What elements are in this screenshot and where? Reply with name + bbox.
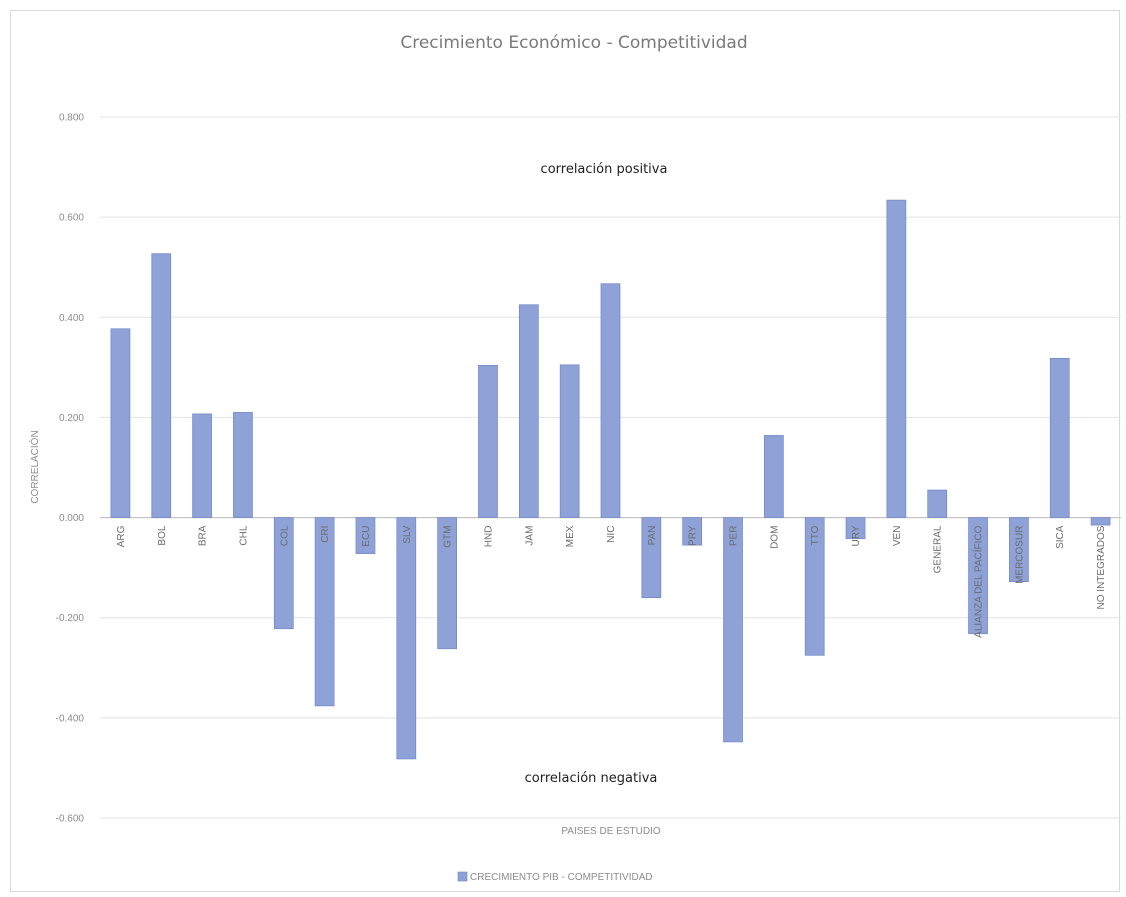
bar-sica — [1049, 357, 1070, 518]
legend-label: CRECIMIENTO PIB - COMPETITIVIDAD — [470, 872, 653, 883]
category-label: ALIANZA DEL PACÍFICO — [972, 525, 985, 637]
bar-ven — [886, 199, 907, 518]
y-tick-labels: 0.800 0.600 0.400 0.200 0.000 -0.200 -0.400 -0.… — [56, 113, 85, 825]
category-label: MEX — [565, 525, 576, 547]
category-label: GTM — [443, 526, 454, 548]
annotation-positive: correlación positiva — [541, 162, 668, 177]
category-label: COL — [279, 525, 290, 546]
category-label: PRY — [688, 525, 699, 546]
bars — [110, 199, 1111, 760]
bar-mex — [559, 364, 580, 518]
category-label: PER — [729, 526, 740, 547]
bar-pan — [641, 517, 662, 599]
category-label: SLV — [402, 525, 413, 543]
y-tick-label: 0.800 — [59, 113, 84, 124]
chart-title: Crecimiento Económico - Competitividad — [400, 33, 747, 53]
bar-jam — [518, 304, 539, 518]
bar-slv — [396, 517, 417, 760]
category-label: ECU — [361, 526, 372, 547]
y-tick-label: -0.200 — [56, 613, 85, 624]
bar-ecu — [355, 517, 376, 554]
bar-cri — [314, 517, 335, 707]
category-label: TTO — [810, 525, 821, 545]
y-tick-label: -0.600 — [56, 814, 85, 825]
bar-ury — [845, 517, 866, 539]
bar-arg — [110, 328, 131, 518]
category-label: SICA — [1055, 525, 1066, 549]
category-labels: ARG BOL BRA CHL COL CRI ECU SLV GTM HND JAM MEX NIC P… — [116, 525, 1107, 638]
category-label: VEN — [892, 526, 903, 547]
category-label: MERCOSUR — [1014, 526, 1025, 584]
category-label: BRA — [198, 525, 209, 546]
category-label: CHL — [238, 525, 249, 545]
category-label: ARG — [116, 525, 127, 547]
bar-col — [273, 517, 294, 630]
y-tick-label: 0.600 — [59, 213, 84, 224]
bar-per — [723, 517, 743, 743]
bar-tto — [804, 517, 825, 656]
x-axis-title: PAISES DE ESTUDIO — [561, 826, 661, 837]
y-axis-title: CORRELACIÓN — [28, 430, 41, 503]
bar-bra — [192, 413, 212, 518]
category-label: NIC — [606, 526, 617, 543]
bar-dom — [764, 435, 784, 518]
category-label: NO INTEGRADOS — [1096, 525, 1107, 609]
category-label: GENERAL — [933, 525, 944, 573]
annotation-negative: correlación negativa — [525, 771, 658, 786]
bar-no-integrados — [1090, 517, 1111, 526]
bar-chl — [233, 412, 253, 518]
y-tick-label: 0.000 — [59, 513, 84, 524]
legend-swatch — [457, 871, 468, 882]
category-label: DOM — [769, 526, 780, 549]
legend: CRECIMIENTO PIB - COMPETITIVIDAD — [457, 871, 653, 883]
bar-nic — [600, 283, 621, 518]
category-label: BOL — [157, 525, 168, 545]
category-label: HND — [483, 526, 494, 548]
category-label: PAN — [647, 526, 658, 546]
bar-bol — [151, 253, 172, 518]
y-tick-label: 0.200 — [59, 413, 84, 424]
category-label: CRI — [320, 526, 331, 543]
y-tick-label: -0.400 — [56, 713, 85, 724]
y-tick-label: 0.400 — [59, 313, 84, 324]
bar-gtm — [437, 517, 457, 650]
category-label: URY — [851, 525, 862, 546]
bar-general — [927, 489, 948, 518]
bar-mercosur — [1009, 517, 1029, 583]
bar-pry — [682, 517, 703, 546]
bar-alianza-del-pac-fico — [968, 517, 988, 635]
category-label: JAM — [524, 526, 535, 546]
bar-hnd — [478, 365, 498, 518]
